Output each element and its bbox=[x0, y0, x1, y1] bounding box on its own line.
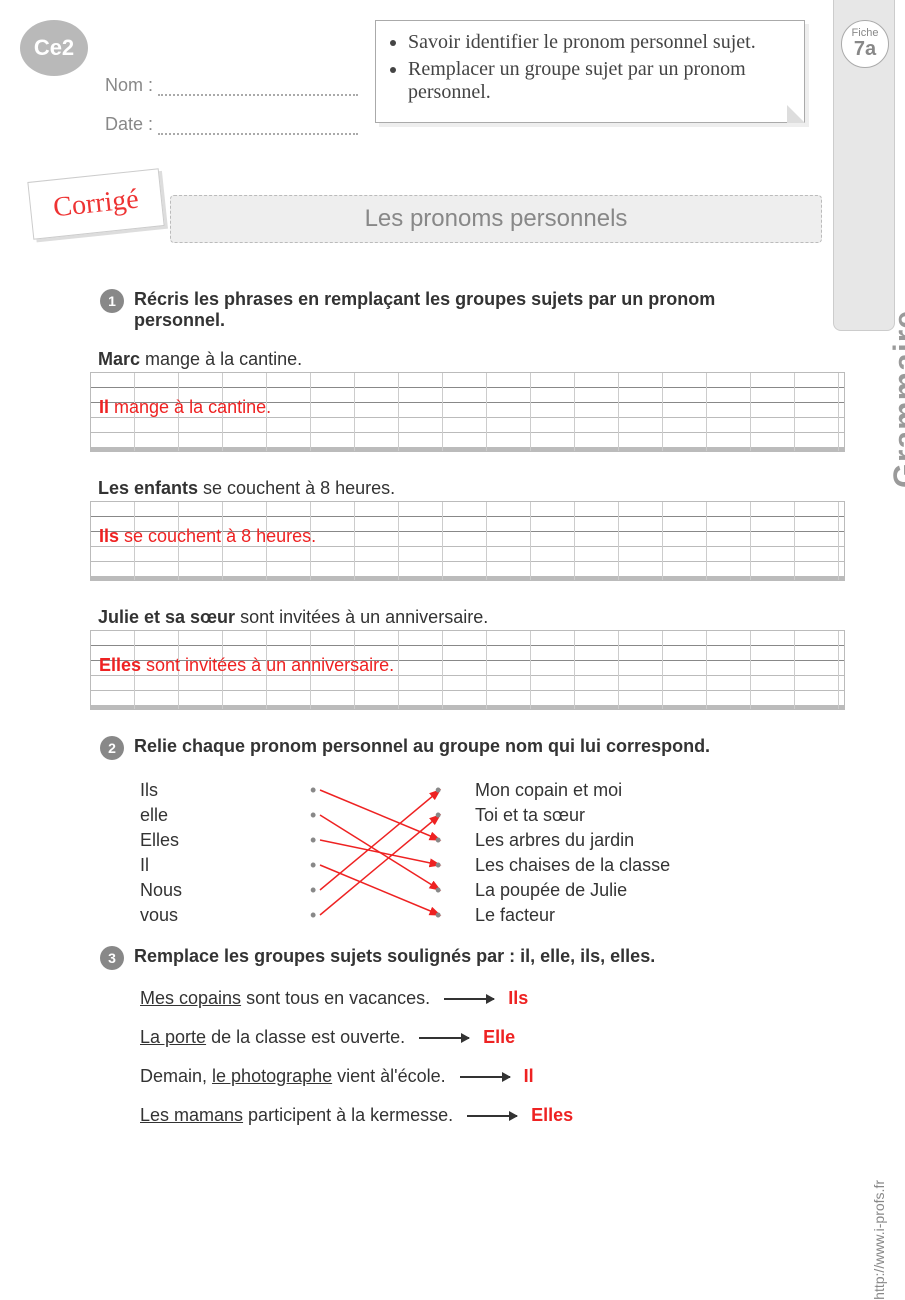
answer-text: Il mange à la cantine. bbox=[99, 397, 271, 418]
exercise-2: 2 Relie chaque pronom personnel au group… bbox=[100, 736, 785, 928]
arrow-icon bbox=[419, 1037, 469, 1039]
ex3-row: La porte de la classe est ouverte.Elle bbox=[140, 1027, 785, 1048]
date-line bbox=[158, 119, 358, 135]
exercise-number: 3 bbox=[100, 946, 124, 970]
sentence-prompt: Julie et sa sœur sont invitées à un anni… bbox=[98, 607, 845, 628]
fiche-number: 7a bbox=[842, 39, 888, 59]
match-lines bbox=[140, 778, 470, 928]
objective-item: Remplacer un groupe sujet par un pronom … bbox=[408, 58, 790, 104]
ex3-row: Demain, le photographe vient àl'école.Il bbox=[140, 1066, 785, 1087]
writing-lines: Elles sont invitées à un anniversaire. bbox=[90, 630, 845, 710]
sentence-prompt: Les enfants se couchent à 8 heures. bbox=[98, 478, 845, 499]
exercise-3: 3 Remplace les groupes sujets soulignés … bbox=[100, 946, 785, 1126]
level-badge: Ce2 bbox=[20, 20, 88, 76]
fold-corner-icon bbox=[787, 105, 805, 123]
exercise-number: 1 bbox=[100, 289, 124, 313]
matching-diagram: IlselleEllesIlNousvous •••••• •••••• Mon… bbox=[140, 778, 785, 928]
fiche-badge: Fiche 7a bbox=[841, 20, 889, 68]
corrige-stamp: Corrigé bbox=[27, 168, 164, 239]
subject-label: Grammaire bbox=[887, 310, 905, 488]
exercise-instruction: Récris les phrases en remplaçant les gro… bbox=[134, 289, 734, 331]
writing-lines: Ils se couchent à 8 heures. bbox=[90, 501, 845, 581]
match-right-item: Les chaises de la classe bbox=[475, 853, 670, 878]
ex3-row: Les mamans participent à la kermesse.Ell… bbox=[140, 1105, 785, 1126]
arrow-icon bbox=[467, 1115, 517, 1117]
answer-text: Elles sont invitées à un anniversaire. bbox=[99, 655, 394, 676]
writing-lines: Il mange à la cantine. bbox=[90, 372, 845, 452]
name-label: Nom : bbox=[105, 75, 153, 95]
answer-text: Il bbox=[524, 1066, 534, 1087]
match-right-item: Mon copain et moi bbox=[475, 778, 670, 803]
answer-text: Ils se couchent à 8 heures. bbox=[99, 526, 316, 547]
match-right-item: La poupée de Julie bbox=[475, 878, 670, 903]
sentence-prompt: Marc mange à la cantine. bbox=[98, 349, 845, 370]
match-right-item: Toi et ta sœur bbox=[475, 803, 670, 828]
objectives-box: Savoir identifier le pronom personnel su… bbox=[375, 20, 805, 123]
match-right-item: Les arbres du jardin bbox=[475, 828, 670, 853]
ex3-row: Mes copains sont tous en vacances.Ils bbox=[140, 988, 785, 1009]
date-label: Date : bbox=[105, 114, 153, 134]
match-right-item: Le facteur bbox=[475, 903, 670, 928]
worksheet-page: Ce2 Fiche 7a Grammaire Nom : Date : Savo… bbox=[0, 0, 905, 1280]
site-credit: http://www.i-profs.fr bbox=[871, 1180, 887, 1300]
exercise-instruction: Relie chaque pronom personnel au groupe … bbox=[134, 736, 710, 757]
arrow-icon bbox=[460, 1076, 510, 1078]
exercise-1: 1 Récris les phrases en remplaçant les g… bbox=[100, 289, 785, 710]
answer-text: Elles bbox=[531, 1105, 573, 1126]
name-line bbox=[158, 80, 358, 96]
arrow-icon bbox=[444, 998, 494, 1000]
worksheet-title: Les pronoms personnels bbox=[170, 195, 822, 243]
exercise-instruction: Remplace les groupes sujets soulignés pa… bbox=[134, 946, 655, 967]
answer-text: Ils bbox=[508, 988, 528, 1009]
exercise-number: 2 bbox=[100, 736, 124, 760]
objective-item: Savoir identifier le pronom personnel su… bbox=[408, 31, 790, 54]
answer-text: Elle bbox=[483, 1027, 515, 1048]
